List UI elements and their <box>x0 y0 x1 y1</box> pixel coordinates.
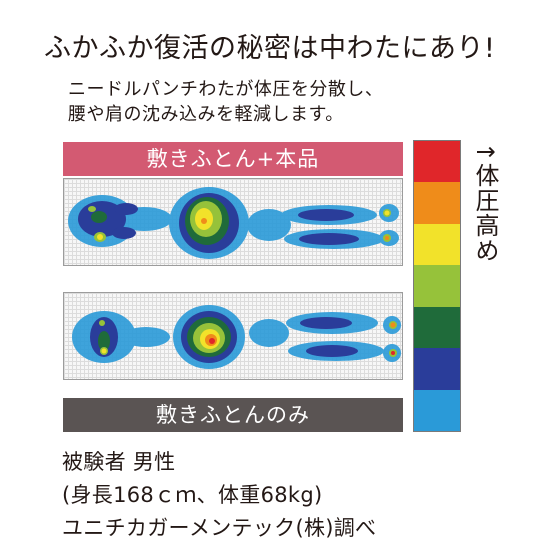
pressure-color-scale <box>413 140 461 432</box>
scale-swatch <box>414 182 460 224</box>
scale-label: ↑体圧高め <box>471 142 499 264</box>
scale-swatch <box>414 306 460 349</box>
headline: ふかふか復活の秘密は中わたにあり! <box>44 33 496 64</box>
top-panel-label: 敷きふとん+本品 <box>63 142 403 176</box>
scale-swatch <box>414 348 460 390</box>
bottom-panel-label: 敷きふとんのみ <box>63 398 403 432</box>
pressure-map-with-product-graphic <box>68 187 399 259</box>
scale-swatch <box>414 389 460 431</box>
description-line-2: 腰や肩の沈み込みを軽減します。 <box>68 104 344 125</box>
scale-swatch <box>414 265 460 307</box>
pressure-map-futon-only <box>63 292 403 380</box>
scale-swatch <box>414 141 460 183</box>
scale-swatch <box>414 223 460 266</box>
research-source: ユニチカガーメンテック(株)調べ <box>62 516 377 540</box>
pressure-map-with-product <box>63 178 403 266</box>
pressure-map-futon-only-graphic <box>72 305 401 369</box>
description-line-1: ニードルパンチわたが体圧を分散し、 <box>68 79 384 100</box>
subject-info: 被験者 男性 <box>62 450 176 474</box>
subject-measurements: (身長168ｃｍ、体重68kg) <box>62 483 323 507</box>
